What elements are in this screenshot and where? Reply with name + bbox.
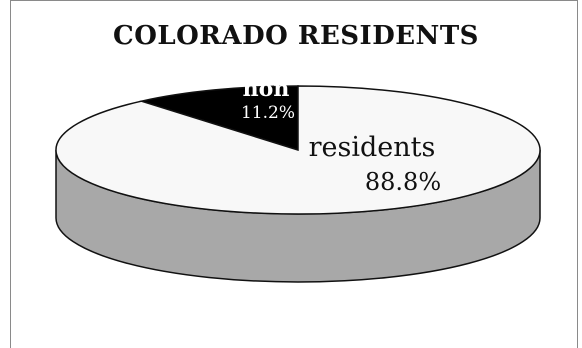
- chart-title: COLORADO RESIDENTS: [113, 21, 479, 51]
- slice-label-residents: residents: [309, 132, 436, 163]
- pie-slice-non: [138, 85, 299, 152]
- slice-label-non: non: [243, 76, 290, 102]
- slice-value-non: 11.2%: [241, 103, 295, 123]
- slice-value-residents: 88.8%: [365, 168, 441, 196]
- pie-top-layer: [55, 85, 541, 215]
- pie-slice-residents: [55, 85, 541, 215]
